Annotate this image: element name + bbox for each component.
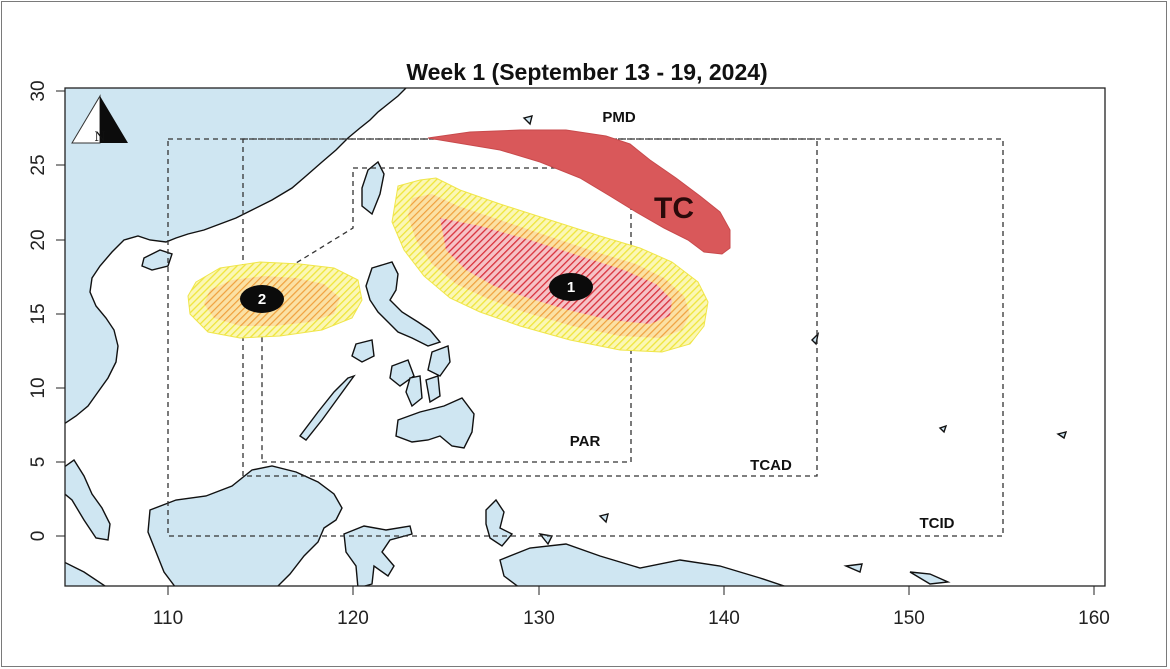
negros-island (405, 375, 423, 408)
y-tick-label: 25 (28, 154, 49, 175)
malay-peninsula-land (65, 458, 111, 541)
sumatra-land (65, 561, 107, 586)
north-arrow-icon: N (71, 94, 128, 145)
tcad-label: TCAD (750, 457, 792, 474)
taiwan-island (361, 160, 385, 216)
tc-area-label: TC (654, 192, 694, 225)
threat-area-2-number: 2 (258, 291, 266, 308)
threat-area-1-number: 1 (567, 279, 575, 296)
tcid-label: TCID (920, 515, 955, 532)
hainan-island (141, 249, 173, 271)
x-tick-label: 120 (337, 608, 369, 629)
x-tick-label: 150 (893, 608, 925, 629)
y-tick-label: 15 (28, 303, 49, 324)
threat-area-2-marker: 2 (240, 285, 284, 313)
x-tick-label: 130 (523, 608, 555, 629)
tcad-boundary (242, 138, 818, 477)
palawan-island (298, 374, 356, 441)
new-guinea-land (499, 543, 787, 586)
tc-area (427, 129, 731, 255)
sulawesi-land (343, 525, 413, 586)
y-tick-label: 10 (28, 377, 49, 398)
islet-5 (843, 563, 863, 573)
y-tick-label: 0 (28, 531, 49, 542)
luzon-island (365, 261, 442, 347)
threat-area-1-high (440, 218, 672, 324)
islet-4 (1056, 431, 1068, 440)
panay-island (389, 359, 415, 387)
north-arrow-label: N (94, 130, 105, 145)
x-tick-label: 140 (708, 608, 740, 629)
map-title: Week 1 (September 13 - 19, 2024) (406, 59, 767, 85)
y-tick-label: 20 (28, 229, 49, 250)
leyte-island (425, 375, 441, 404)
mindoro-island (351, 339, 375, 363)
threat-area-1-marker: 1 (549, 273, 593, 301)
islet-6 (909, 571, 951, 585)
map-area: 1 2 TC PMD PAR TCAD TCID N (65, 88, 1105, 586)
y-axis: 30 25 20 15 10 5 0 (28, 80, 66, 542)
samar-island (427, 345, 451, 377)
x-tick-label: 110 (153, 608, 183, 629)
par-label: PAR (570, 433, 601, 450)
mainland-asia-land (65, 88, 407, 425)
y-tick-label: 30 (28, 80, 49, 101)
halmahera-land (485, 498, 514, 547)
islet-1 (522, 115, 533, 126)
mindanao-island (395, 397, 475, 449)
islet-7 (598, 513, 609, 524)
borneo-land (147, 465, 343, 586)
y-tick-label: 5 (28, 457, 49, 468)
x-axis: 110 120 130 140 150 160 (153, 585, 1110, 629)
x-tick-label: 160 (1078, 608, 1110, 629)
pmd-label: PMD (602, 109, 636, 126)
islet-3 (938, 424, 948, 434)
